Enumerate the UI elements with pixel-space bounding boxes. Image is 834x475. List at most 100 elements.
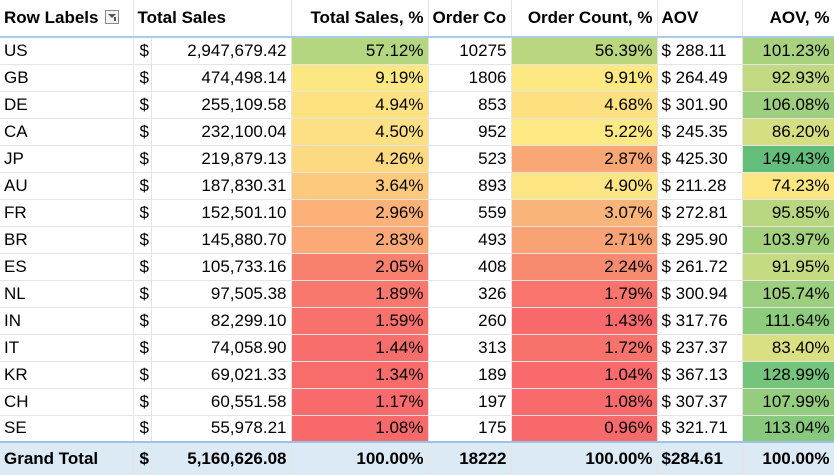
- currency-symbol[interactable]: $: [133, 361, 152, 389]
- aov-pct-cell[interactable]: 128.99%: [742, 361, 834, 389]
- order-count-cell[interactable]: 1806: [428, 64, 512, 92]
- header-aov-pct[interactable]: AOV, %: [742, 0, 834, 38]
- order-count-cell[interactable]: 853: [428, 91, 512, 119]
- header-order-count-pct[interactable]: Order Count, %: [511, 0, 658, 38]
- order-count-pct-cell[interactable]: 2.87%: [511, 145, 658, 173]
- order-count-pct-cell[interactable]: 0.96%: [511, 415, 658, 443]
- total-sales-cell[interactable]: 187,830.31: [151, 172, 292, 200]
- aov-cell[interactable]: $ 425.30: [657, 145, 743, 173]
- order-count-cell[interactable]: 260: [428, 307, 512, 335]
- row-label[interactable]: US: [0, 37, 134, 65]
- currency-symbol[interactable]: $: [133, 145, 152, 173]
- currency-symbol[interactable]: $: [133, 64, 152, 92]
- aov-pct-cell[interactable]: 105.74%: [742, 280, 834, 308]
- aov-pct-cell[interactable]: 103.97%: [742, 226, 834, 254]
- total-sales-pct-cell[interactable]: 4.94%: [291, 91, 429, 119]
- total-sales-pct-cell[interactable]: 2.05%: [291, 253, 429, 281]
- aov-pct-cell[interactable]: 107.99%: [742, 388, 834, 416]
- total-sales-pct-cell[interactable]: 9.19%: [291, 64, 429, 92]
- aov-cell[interactable]: $ 317.76: [657, 307, 743, 335]
- order-count-cell[interactable]: 197: [428, 388, 512, 416]
- total-sales-cell[interactable]: 219,879.13: [151, 145, 292, 173]
- order-count-pct-cell[interactable]: 4.90%: [511, 172, 658, 200]
- total-sales-cell[interactable]: 152,501.10: [151, 199, 292, 227]
- row-label[interactable]: SE: [0, 415, 134, 443]
- grand-total-orders-pct[interactable]: 100.00%: [511, 441, 658, 475]
- aov-pct-cell[interactable]: 111.64%: [742, 307, 834, 335]
- aov-pct-cell[interactable]: 95.85%: [742, 199, 834, 227]
- aov-cell[interactable]: $ 261.72: [657, 253, 743, 281]
- order-count-cell[interactable]: 408: [428, 253, 512, 281]
- row-label[interactable]: CH: [0, 388, 134, 416]
- grand-total-aov-pct[interactable]: 100.00%: [742, 441, 834, 475]
- header-order-count[interactable]: Order Co: [428, 0, 512, 38]
- aov-cell[interactable]: $ 272.81: [657, 199, 743, 227]
- aov-pct-cell[interactable]: 113.04%: [742, 415, 834, 443]
- currency-symbol[interactable]: $: [133, 388, 152, 416]
- total-sales-pct-cell[interactable]: 2.83%: [291, 226, 429, 254]
- grand-total-sales-pct[interactable]: 100.00%: [291, 441, 429, 475]
- aov-pct-cell[interactable]: 106.08%: [742, 91, 834, 119]
- row-label[interactable]: AU: [0, 172, 134, 200]
- header-row-labels[interactable]: Row Labels: [0, 0, 134, 38]
- order-count-pct-cell[interactable]: 1.08%: [511, 388, 658, 416]
- total-sales-pct-cell[interactable]: 1.44%: [291, 334, 429, 362]
- order-count-cell[interactable]: 893: [428, 172, 512, 200]
- total-sales-cell[interactable]: 97,505.38: [151, 280, 292, 308]
- currency-symbol[interactable]: $: [133, 226, 152, 254]
- total-sales-cell[interactable]: 105,733.16: [151, 253, 292, 281]
- grand-total-aov[interactable]: $284.61: [657, 441, 743, 475]
- aov-pct-cell[interactable]: 83.40%: [742, 334, 834, 362]
- currency-symbol[interactable]: $: [133, 118, 152, 146]
- total-sales-pct-cell[interactable]: 1.34%: [291, 361, 429, 389]
- header-total-sales[interactable]: Total Sales: [133, 0, 292, 38]
- aov-cell[interactable]: $ 288.11: [657, 37, 743, 65]
- header-aov[interactable]: AOV: [657, 0, 743, 38]
- order-count-pct-cell[interactable]: 5.22%: [511, 118, 658, 146]
- aov-cell[interactable]: $ 307.37: [657, 388, 743, 416]
- row-label[interactable]: IN: [0, 307, 134, 335]
- total-sales-cell[interactable]: 82,299.10: [151, 307, 292, 335]
- row-label[interactable]: NL: [0, 280, 134, 308]
- row-label[interactable]: IT: [0, 334, 134, 362]
- order-count-pct-cell[interactable]: 1.43%: [511, 307, 658, 335]
- order-count-pct-cell[interactable]: 9.91%: [511, 64, 658, 92]
- grand-total-sales[interactable]: 5,160,626.08: [151, 441, 292, 475]
- total-sales-cell[interactable]: 74,058.90: [151, 334, 292, 362]
- currency-symbol[interactable]: $: [133, 415, 152, 443]
- filter-dropdown-icon[interactable]: [105, 10, 120, 24]
- aov-cell[interactable]: $ 237.37: [657, 334, 743, 362]
- aov-pct-cell[interactable]: 101.23%: [742, 37, 834, 65]
- aov-cell[interactable]: $ 245.35: [657, 118, 743, 146]
- order-count-cell[interactable]: 10275: [428, 37, 512, 65]
- row-label[interactable]: FR: [0, 199, 134, 227]
- order-count-pct-cell[interactable]: 2.24%: [511, 253, 658, 281]
- total-sales-pct-cell[interactable]: 4.50%: [291, 118, 429, 146]
- total-sales-pct-cell[interactable]: 57.12%: [291, 37, 429, 65]
- aov-cell[interactable]: $ 211.28: [657, 172, 743, 200]
- aov-cell[interactable]: $ 321.71: [657, 415, 743, 443]
- total-sales-cell[interactable]: 255,109.58: [151, 91, 292, 119]
- order-count-pct-cell[interactable]: 1.04%: [511, 361, 658, 389]
- currency-symbol[interactable]: $: [133, 307, 152, 335]
- total-sales-pct-cell[interactable]: 1.89%: [291, 280, 429, 308]
- order-count-cell[interactable]: 313: [428, 334, 512, 362]
- total-sales-pct-cell[interactable]: 1.17%: [291, 388, 429, 416]
- aov-pct-cell[interactable]: 149.43%: [742, 145, 834, 173]
- order-count-pct-cell[interactable]: 4.68%: [511, 91, 658, 119]
- aov-pct-cell[interactable]: 86.20%: [742, 118, 834, 146]
- total-sales-cell[interactable]: 2,947,679.42: [151, 37, 292, 65]
- order-count-cell[interactable]: 952: [428, 118, 512, 146]
- total-sales-pct-cell[interactable]: 3.64%: [291, 172, 429, 200]
- row-label[interactable]: BR: [0, 226, 134, 254]
- currency-symbol[interactable]: $: [133, 172, 152, 200]
- total-sales-cell[interactable]: 55,978.21: [151, 415, 292, 443]
- currency-symbol[interactable]: $: [133, 334, 152, 362]
- currency-symbol[interactable]: $: [133, 199, 152, 227]
- row-label[interactable]: DE: [0, 91, 134, 119]
- total-sales-pct-cell[interactable]: 4.26%: [291, 145, 429, 173]
- aov-cell[interactable]: $ 300.94: [657, 280, 743, 308]
- total-sales-cell[interactable]: 60,551.58: [151, 388, 292, 416]
- aov-cell[interactable]: $ 301.90: [657, 91, 743, 119]
- order-count-cell[interactable]: 493: [428, 226, 512, 254]
